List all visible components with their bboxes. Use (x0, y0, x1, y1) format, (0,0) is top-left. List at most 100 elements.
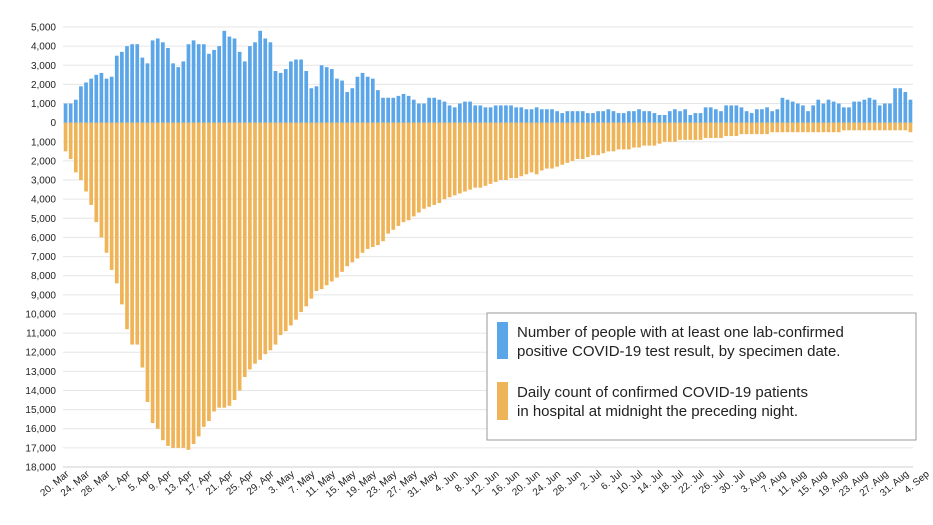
bar-hospital-patients (155, 122, 160, 429)
bar-hospital-patients (237, 122, 242, 391)
bar-positive-tests (161, 42, 165, 123)
bar-positive-tests (483, 107, 488, 123)
bar-positive-tests (493, 105, 498, 123)
bar-hospital-patients (299, 122, 303, 313)
bar-positive-tests (539, 109, 544, 123)
bar-positive-tests (765, 107, 769, 123)
bar-positive-tests (688, 115, 693, 123)
bar-positive-tests (683, 109, 687, 123)
bar-positive-tests (268, 42, 273, 123)
y-tick-label: 15,000 (25, 405, 56, 416)
bar-hospital-patients (360, 122, 365, 253)
y-tick-label: 5,000 (31, 214, 56, 225)
bar-hospital-patients (283, 122, 288, 332)
series-positive-tests (63, 30, 913, 123)
bar-hospital-patients (207, 122, 211, 422)
bar-hospital-patients (821, 122, 826, 133)
bar-positive-tests (678, 111, 682, 123)
bar-hospital-patients (550, 122, 554, 169)
bar-positive-tests (760, 109, 764, 123)
bar-hospital-patients (877, 122, 882, 131)
bar-hospital-patients (616, 122, 621, 150)
bar-positive-tests (857, 101, 862, 123)
bar-hospital-patients (427, 122, 431, 207)
bar-hospital-patients (678, 122, 682, 140)
bar-hospital-patients (120, 122, 124, 305)
bar-positive-tests (319, 65, 324, 123)
bar-positive-tests (396, 95, 401, 123)
bar-positive-tests (468, 101, 472, 123)
bar-hospital-patients (222, 122, 227, 408)
bar-hospital-patients (754, 122, 759, 135)
bar-hospital-patients (606, 122, 611, 152)
bar-positive-tests (698, 113, 703, 123)
bar-hospital-patients (232, 122, 237, 401)
bar-positive-tests (898, 88, 903, 123)
bar-positive-tests (422, 103, 426, 123)
bar-positive-tests (611, 111, 616, 123)
y-tick-label: 2,000 (31, 80, 56, 91)
bar-positive-tests (780, 97, 785, 123)
bar-positive-tests (514, 107, 519, 123)
bar-hospital-patients (816, 122, 821, 133)
bar-hospital-patients (68, 122, 73, 159)
bar-positive-tests (580, 111, 585, 123)
bar-positive-tests (207, 53, 211, 123)
y-tick-label: 10,000 (25, 309, 56, 320)
bar-positive-tests (386, 97, 390, 123)
bar-hospital-patients (760, 122, 764, 135)
bar-hospital-patients (437, 122, 442, 203)
bar-positive-tests (729, 105, 734, 123)
bar-hospital-patients (867, 122, 872, 131)
bar-hospital-patients (417, 122, 421, 213)
series-hospital-patients (63, 122, 913, 450)
bar-positive-tests (360, 72, 365, 123)
bar-positive-tests (263, 38, 268, 123)
bar-positive-tests (673, 109, 677, 123)
bar-positive-tests (693, 113, 698, 123)
bar-positive-tests (524, 109, 529, 123)
bar-hospital-patients (714, 122, 718, 138)
bar-hospital-patients (181, 122, 186, 448)
y-tick-label: 6,000 (31, 233, 56, 244)
y-tick-label: 4,000 (31, 195, 56, 206)
bar-hospital-patients (186, 122, 191, 450)
bar-positive-tests (258, 30, 262, 123)
bar-positive-tests (376, 90, 380, 123)
bar-positive-tests (114, 55, 119, 123)
bar-hospital-patients (831, 122, 836, 133)
y-tick-label: 14,000 (25, 386, 56, 397)
bar-hospital-patients (744, 122, 749, 135)
bar-hospital-patients (166, 122, 170, 446)
bar-positive-tests (775, 109, 780, 123)
bar-positive-tests (714, 109, 718, 123)
bar-hospital-patients (637, 122, 641, 148)
bar-positive-tests (504, 105, 508, 123)
bar-hospital-patients (99, 122, 104, 238)
bar-hospital-patients (340, 122, 344, 272)
bar-hospital-patients (806, 122, 810, 133)
bar-positive-tests (79, 86, 83, 123)
bar-positive-tests (135, 44, 140, 123)
bar-hospital-patients (570, 122, 575, 161)
x-tick-label: 2. Jul (579, 469, 604, 493)
y-axis: 5,000 4,000 3,000 2,000 1,000 0 1,000 2,000 3,00… (25, 23, 56, 474)
bar-hospital-patients (125, 122, 129, 330)
bar-positive-tests (304, 71, 309, 123)
bar-hospital-patients (109, 122, 114, 270)
bar-hospital-patients (519, 122, 524, 177)
bar-hospital-patients (432, 122, 437, 205)
bar-hospital-patients (493, 122, 498, 182)
bar-hospital-patients (652, 122, 657, 146)
bar-positive-tests (570, 111, 575, 123)
bar-hospital-patients (191, 122, 196, 445)
bar-hospital-patients (201, 122, 206, 427)
bar-hospital-patients (611, 122, 616, 152)
bar-positive-tests (862, 99, 867, 123)
bar-hospital-patients (355, 122, 360, 259)
bar-positive-tests (642, 111, 647, 123)
bar-hospital-patients (647, 122, 652, 146)
bar-positive-tests (498, 105, 503, 123)
bar-hospital-patients (278, 122, 283, 336)
bar-positive-tests (565, 111, 570, 123)
